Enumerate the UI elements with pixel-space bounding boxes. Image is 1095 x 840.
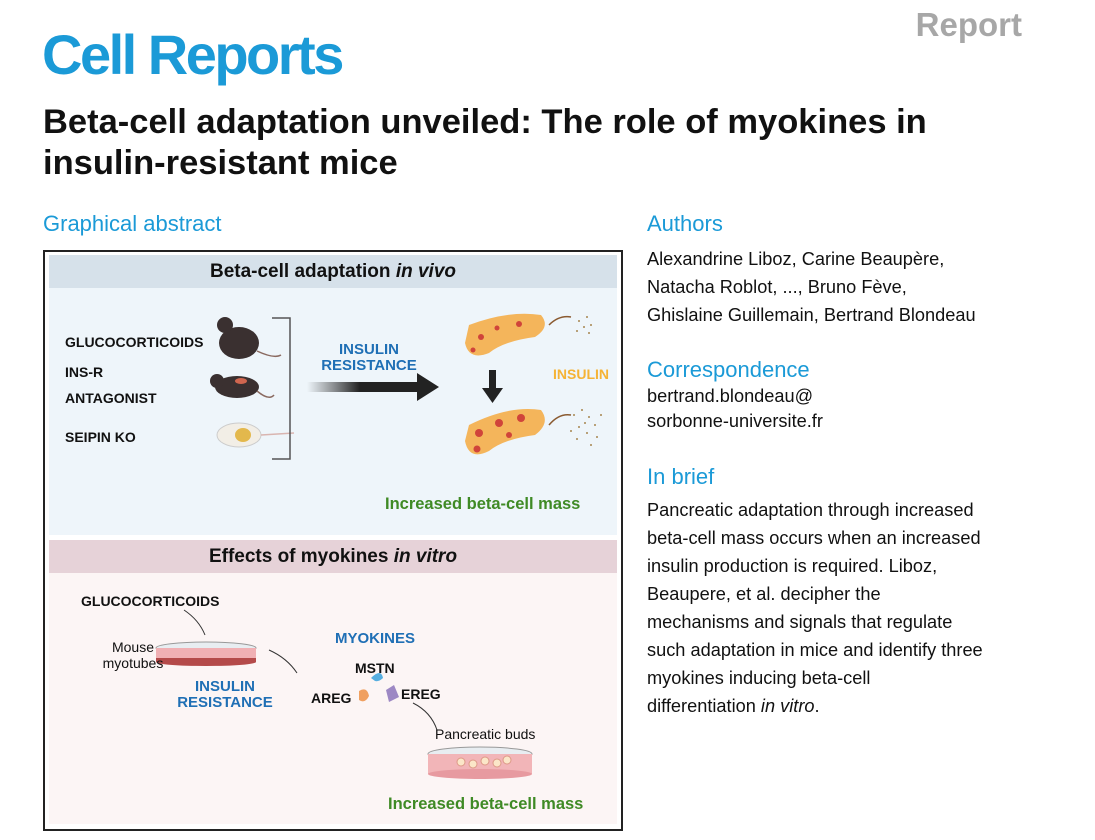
myokines-label: MYOKINES <box>334 630 415 647</box>
correspondence-heading: Correspondence <box>647 357 810 382</box>
authors-list: Alexandrine Liboz, Carine Beaupère, Natac… <box>647 249 976 325</box>
bracket <box>272 317 291 460</box>
correspondence-email[interactable]: bertrand.blondeau@ sorbonne-universite.fr <box>647 386 823 431</box>
model-seipin-ko: SEIPIN KO <box>65 429 136 445</box>
panel-title: Beta-cell adaptation in vivo <box>49 255 617 288</box>
mouse-icon <box>216 422 295 448</box>
cells-label: Mouse myotubes <box>102 639 164 671</box>
model-insr: INS-R <box>65 364 104 380</box>
in-vivo-panel: Beta-cell adaptation in vivo GLUCOCORTIC… <box>49 255 617 535</box>
model-antagonist: ANTAGONIST <box>65 390 157 406</box>
ereg-icon <box>386 685 399 702</box>
treatment-label: GLUCOCORTICOIDS <box>81 593 220 609</box>
ereg-label: EREG <box>401 686 441 702</box>
mstn-label: MSTN <box>355 660 395 676</box>
model-glucocorticoids: GLUCOCORTICOIDS <box>65 334 204 350</box>
outcome-label: Increased beta-cell mass <box>388 795 584 813</box>
journal-logo: Cell Reports <box>42 23 344 86</box>
pancreas-icon <box>465 409 545 455</box>
in-vivo-illustration <box>210 313 602 460</box>
insulin-label: INSULIN <box>553 366 609 382</box>
in-brief-heading: In brief <box>647 464 715 489</box>
mouse-icon <box>210 374 275 398</box>
petri-dish-icon <box>155 641 257 666</box>
article-type: Report <box>915 6 1022 43</box>
arrow-icon <box>489 370 496 390</box>
in-vitro-illustration <box>155 609 533 779</box>
graphical-abstract: Beta-cell adaptation in vivo GLUCOCORTIC… <box>43 250 623 831</box>
insulin-granules <box>570 316 602 446</box>
authors-heading: Authors <box>647 211 723 236</box>
insulin-resistance-label: INSULIN RESISTANCE <box>177 678 273 711</box>
mouse-icon <box>217 317 282 359</box>
in-vitro-panel: Effects of myokines in vitro GLUCOCORTIC… <box>49 540 617 824</box>
graphical-abstract-heading: Graphical abstract <box>43 211 222 236</box>
article-title: Beta-cell adaptation unveiled: The role … <box>43 103 927 182</box>
areg-label: AREG <box>311 690 352 706</box>
in-brief-text: Pancreatic adaptation through increased b… <box>647 500 983 716</box>
insulin-resistance-label: INSULIN RESISTANCE <box>321 341 417 374</box>
areg-icon <box>359 689 369 702</box>
mstn-icon <box>371 673 383 682</box>
pancreas-icon <box>465 313 545 356</box>
petri-dish-icon <box>427 746 533 779</box>
outcome-label: Increased beta-cell mass <box>385 495 581 513</box>
panel-title: Effects of myokines in vitro <box>49 540 617 573</box>
arrow-icon <box>307 373 439 401</box>
target-label: Pancreatic buds <box>435 726 536 742</box>
